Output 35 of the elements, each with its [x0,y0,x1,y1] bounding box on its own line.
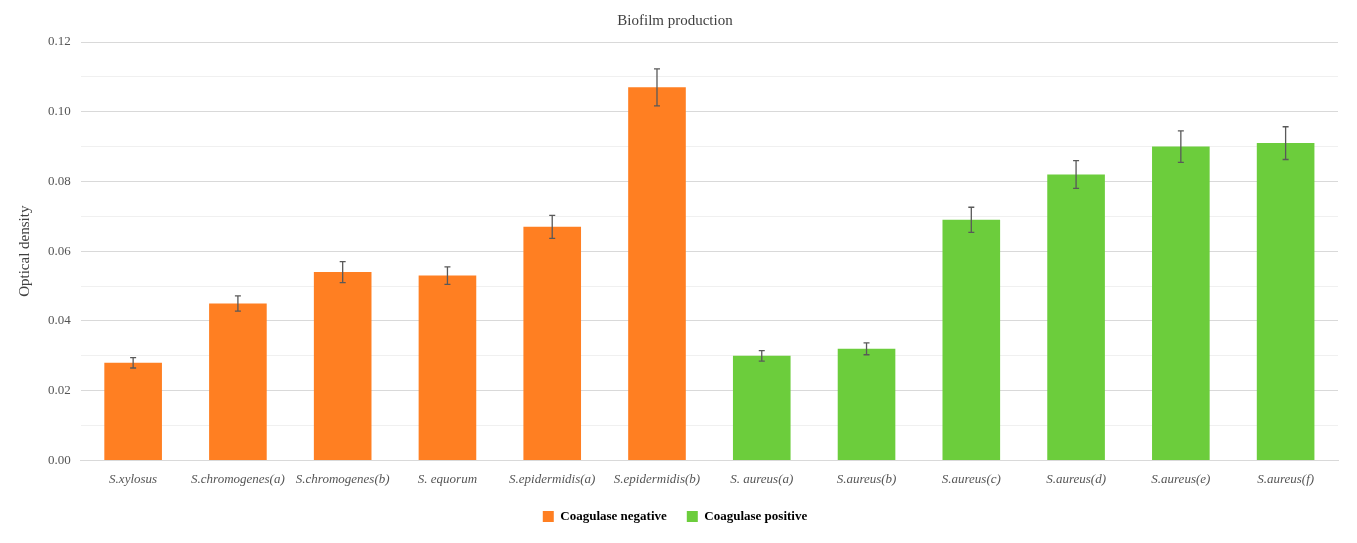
x-tick-label: S. equorum [417,470,478,486]
bar [732,355,791,460]
x-tick-label: S.chromogenes(a) [191,470,285,486]
legend-label: Coagulase negative [560,507,668,523]
x-tick-label: S.aureus(d) [1046,470,1106,486]
x-tick-label: S.aureus(b) [836,470,897,486]
y-axis-title: Optical density [15,205,32,297]
x-tick-label: S.epidermidis(b) [613,470,701,486]
y-tick-label: 0.06 [48,242,72,258]
bar [523,226,582,460]
bar [1256,143,1315,460]
y-tick-label: 0.00 [48,451,71,467]
bar [313,272,372,460]
x-tick-label: S.chromogenes(b) [295,470,390,486]
bar [104,362,162,460]
bar [628,87,686,460]
bar [418,275,477,460]
y-tick-label: 0.02 [48,382,71,398]
bar [837,348,896,460]
y-tick-label: 0.12 [48,33,71,49]
x-tick-label: S.aureus(e) [1151,470,1211,486]
x-tick-label: S. aureus(a) [730,470,794,486]
x-tick-label: S.xylosus [109,470,158,486]
bar [209,303,267,460]
x-tick-label: S.aureus(c) [941,470,1001,486]
chart-title: Biofilm production [617,11,734,28]
y-tick-label: 0.10 [48,103,71,119]
bar [942,219,1001,460]
y-tick-label: 0.08 [48,172,71,188]
bar [1152,146,1210,460]
x-tick-label: S.epidermidis(a) [509,470,596,486]
x-tick-label: S.aureus(f) [1257,470,1315,486]
y-tick-label: 0.04 [48,312,72,328]
legend-label: Coagulase positive [704,507,808,523]
bar [1047,174,1105,460]
